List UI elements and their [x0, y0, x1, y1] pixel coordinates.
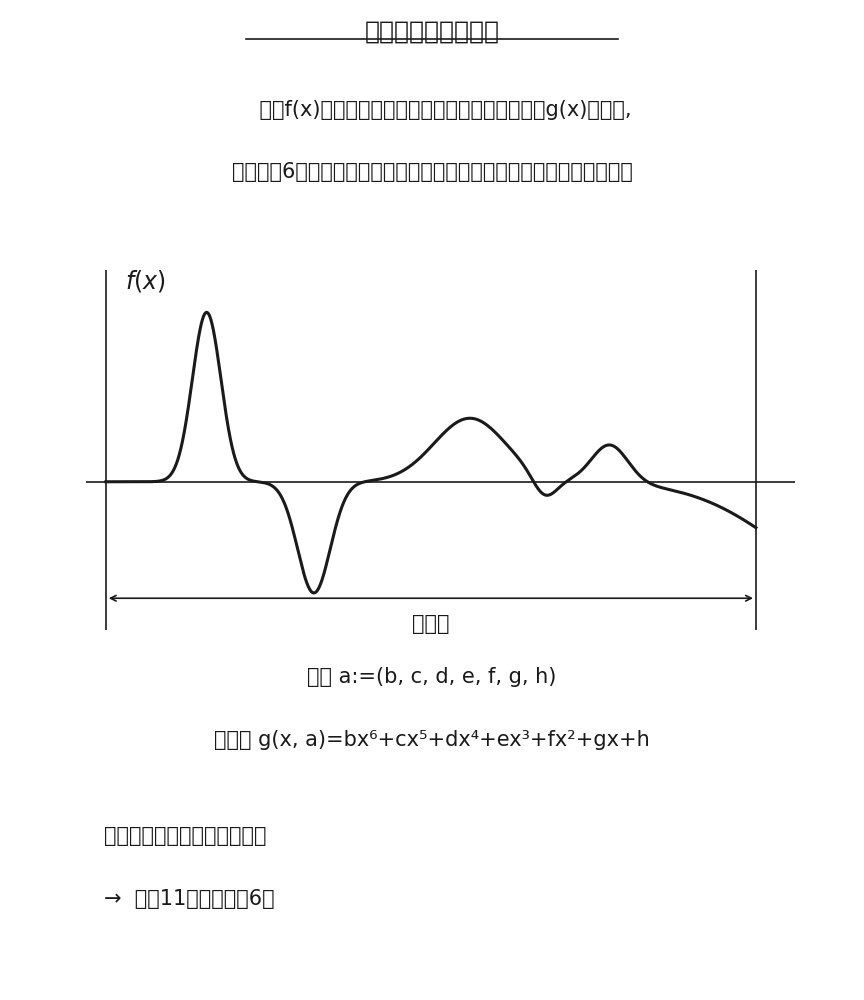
Text: 以往技术的近似方法: 以往技术的近似方法	[365, 20, 499, 44]
Text: 定义域: 定义域	[412, 614, 449, 634]
Text: $f(x)$: $f(x)$	[125, 268, 166, 294]
Text: 函数f(x)中上下的峰值有五个，所以为了以多项式g(x)来近似,: 函数f(x)中上下的峰值有五个，所以为了以多项式g(x)来近似,	[232, 100, 632, 120]
Text: 至少需要6次多项式（实际上为了提高精度而使用更高的次数的多项式）: 至少需要6次多项式（实际上为了提高精度而使用更高的次数的多项式）	[232, 162, 632, 182]
Text: 为了求一个解所需的计算数目: 为了求一个解所需的计算数目	[104, 826, 266, 846]
Text: 参数 a:=(b, c, d, e, f, g, h): 参数 a:=(b, c, d, e, f, g, h)	[308, 667, 556, 687]
Text: 近似式 g(x, a)=bx⁶+cx⁵+dx⁴+ex³+fx²+gx+h: 近似式 g(x, a)=bx⁶+cx⁵+dx⁴+ex³+fx²+gx+h	[214, 730, 650, 750]
Text: →  乘法11次、加减法6次: → 乘法11次、加减法6次	[104, 889, 274, 909]
